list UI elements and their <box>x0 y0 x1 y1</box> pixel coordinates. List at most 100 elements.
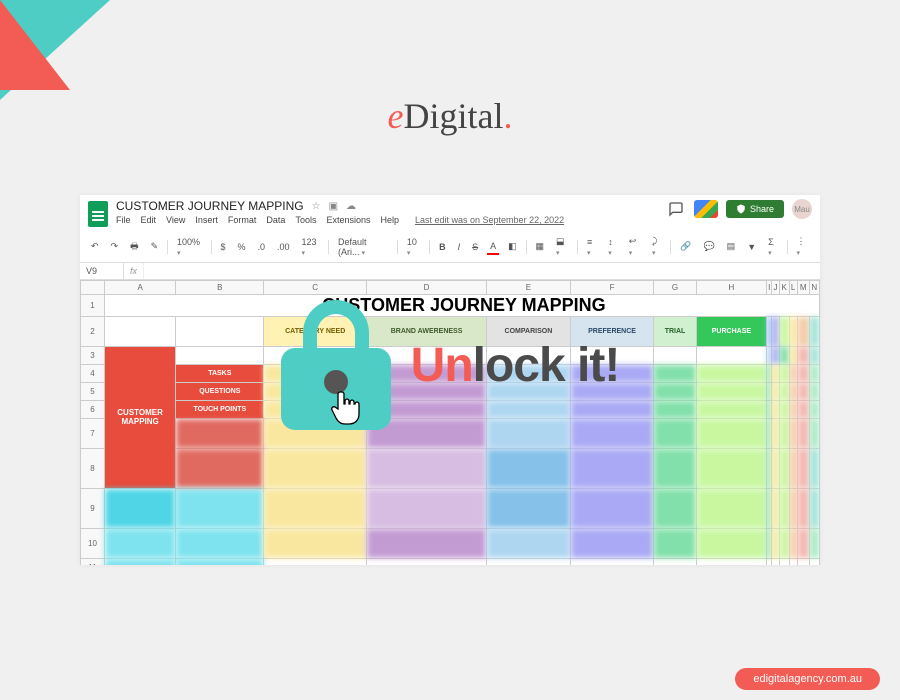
last-edit-text[interactable]: Last edit was on September 22, 2022 <box>415 215 564 225</box>
col-J[interactable]: J <box>772 281 780 295</box>
table-row[interactable]: 9 <box>81 489 820 529</box>
bold-button[interactable]: B <box>436 240 449 254</box>
star-icon[interactable]: ☆ <box>312 201 321 212</box>
table-row[interactable]: 3 CUSTOMERMAPPING <box>81 347 820 365</box>
print-icon[interactable]: 🖶 <box>127 237 142 257</box>
chart-icon[interactable]: ▤ <box>724 239 739 254</box>
format-dec-decrease[interactable]: .0 <box>254 240 268 254</box>
link-icon[interactable]: 🔗 <box>677 239 694 254</box>
fill-color-icon[interactable]: ◧ <box>505 239 520 254</box>
document-title[interactable]: CUSTOMER JOURNEY MAPPING <box>116 199 304 213</box>
row-num[interactable]: 9 <box>81 489 105 529</box>
corner-decoration-red <box>0 0 70 90</box>
spreadsheet-grid[interactable]: A B C D E F G H I J K L M N 1 CUSTOMER J… <box>80 280 820 565</box>
meet-icon[interactable] <box>694 200 718 218</box>
footer-url-badge[interactable]: edigitalagency.com.au <box>735 668 880 690</box>
share-button[interactable]: Share <box>726 200 784 218</box>
table-row[interactable]: 5 QUESTIONS <box>81 383 820 401</box>
col-E[interactable]: E <box>487 281 571 295</box>
redo-icon[interactable]: ↷ <box>108 239 122 254</box>
format-percent[interactable]: % <box>234 240 248 254</box>
header-purchase[interactable]: PURCHASE <box>696 317 767 347</box>
table-row[interactable]: 6 TOUCH POINTS <box>81 401 820 419</box>
google-sheets-window: CUSTOMER JOURNEY MAPPING ☆ ▣ ☁ File Edit… <box>80 195 820 565</box>
menu-extensions[interactable]: Extensions <box>326 215 370 225</box>
strike-button[interactable]: S <box>469 240 481 254</box>
col-M[interactable]: M <box>797 281 809 295</box>
table-row[interactable]: 1 CUSTOMER JOURNEY MAPPING <box>81 295 820 317</box>
menu-edit[interactable]: Edit <box>141 215 157 225</box>
header-brand[interactable]: BRAND AWERENESS <box>366 317 486 347</box>
row-touchpoints[interactable]: TOUCH POINTS <box>176 401 264 419</box>
table-row[interactable]: 10 <box>81 529 820 559</box>
paint-format-icon[interactable]: ✎ <box>148 239 162 254</box>
format-dec-increase[interactable]: .00 <box>274 240 293 254</box>
table-row[interactable]: 4 TASKS <box>81 365 820 383</box>
col-B[interactable]: B <box>176 281 264 295</box>
filter-icon[interactable]: ▼ <box>744 240 759 254</box>
menu-data[interactable]: Data <box>266 215 285 225</box>
sheet-title[interactable]: CUSTOMER JOURNEY MAPPING <box>105 295 820 317</box>
menu-help[interactable]: Help <box>380 215 399 225</box>
table-row[interactable]: 7 <box>81 419 820 449</box>
menu-view[interactable]: View <box>166 215 185 225</box>
font-select[interactable]: Default (Ari... <box>335 235 391 259</box>
col-G[interactable]: G <box>654 281 696 295</box>
merge-icon[interactable]: ⬓ <box>553 234 571 259</box>
row-num[interactable]: 11 <box>81 559 105 566</box>
sheets-app-icon[interactable] <box>88 201 108 227</box>
avatar[interactable]: Mau <box>792 199 812 219</box>
folder-icon[interactable]: ▣ <box>329 201 338 212</box>
row-num[interactable]: 5 <box>81 383 105 401</box>
valign-icon[interactable]: ↕ <box>605 235 620 259</box>
borders-icon[interactable]: ▦ <box>533 239 548 254</box>
wrap-icon[interactable]: ↩ <box>626 234 643 259</box>
comment-icon[interactable]: 💬 <box>700 239 717 254</box>
edigital-logo: eDigital. <box>388 95 513 137</box>
row-num[interactable]: 2 <box>81 317 105 347</box>
menu-file[interactable]: File <box>116 215 131 225</box>
row-num[interactable]: 4 <box>81 365 105 383</box>
halign-icon[interactable]: ≡ <box>584 235 599 259</box>
row-num[interactable]: 6 <box>81 401 105 419</box>
zoom-select[interactable]: 100% <box>174 235 205 259</box>
row-num[interactable]: 10 <box>81 529 105 559</box>
row-num[interactable]: 7 <box>81 419 105 449</box>
font-size[interactable]: 10 <box>404 235 423 259</box>
col-L[interactable]: L <box>789 281 797 295</box>
menu-tools[interactable]: Tools <box>295 215 316 225</box>
header-trial[interactable]: TRIAL <box>654 317 696 347</box>
rotate-icon[interactable]: ⤸ <box>649 234 664 259</box>
undo-icon[interactable]: ↶ <box>88 239 102 254</box>
col-A[interactable]: A <box>105 281 176 295</box>
number-format[interactable]: 123 <box>299 235 323 259</box>
menu-insert[interactable]: Insert <box>195 215 218 225</box>
text-color-button[interactable]: A <box>487 239 499 255</box>
row-num[interactable]: 1 <box>81 295 105 317</box>
header-comparison[interactable]: COMPARISON <box>487 317 571 347</box>
row-tasks[interactable]: TASKS <box>176 365 264 383</box>
corner-cell[interactable] <box>81 281 105 295</box>
row-questions[interactable]: QUESTIONS <box>176 383 264 401</box>
row-num[interactable]: 3 <box>81 347 105 365</box>
row-num[interactable]: 8 <box>81 449 105 489</box>
functions-icon[interactable]: Σ <box>765 235 781 259</box>
col-C[interactable]: C <box>264 281 367 295</box>
col-K[interactable]: K <box>779 281 789 295</box>
menu-format[interactable]: Format <box>228 215 257 225</box>
table-row[interactable]: 2 CATEGORY NEED BRAND AWERENESS COMPARIS… <box>81 317 820 347</box>
table-row[interactable]: 11 <box>81 559 820 566</box>
format-currency[interactable]: $ <box>217 240 228 254</box>
col-N[interactable]: N <box>809 281 819 295</box>
customer-mapping-block[interactable]: CUSTOMERMAPPING <box>105 347 176 489</box>
col-D[interactable]: D <box>366 281 486 295</box>
table-row[interactable]: 8 <box>81 449 820 489</box>
header-preference[interactable]: PREFERENCE <box>570 317 654 347</box>
comment-history-icon[interactable] <box>666 199 686 219</box>
col-H[interactable]: H <box>696 281 767 295</box>
col-F[interactable]: F <box>570 281 654 295</box>
header-category[interactable]: CATEGORY NEED <box>264 317 367 347</box>
italic-button[interactable]: I <box>455 240 464 254</box>
more-icon[interactable]: ⋮ <box>794 234 812 259</box>
cell-reference[interactable]: V9 <box>80 263 124 279</box>
